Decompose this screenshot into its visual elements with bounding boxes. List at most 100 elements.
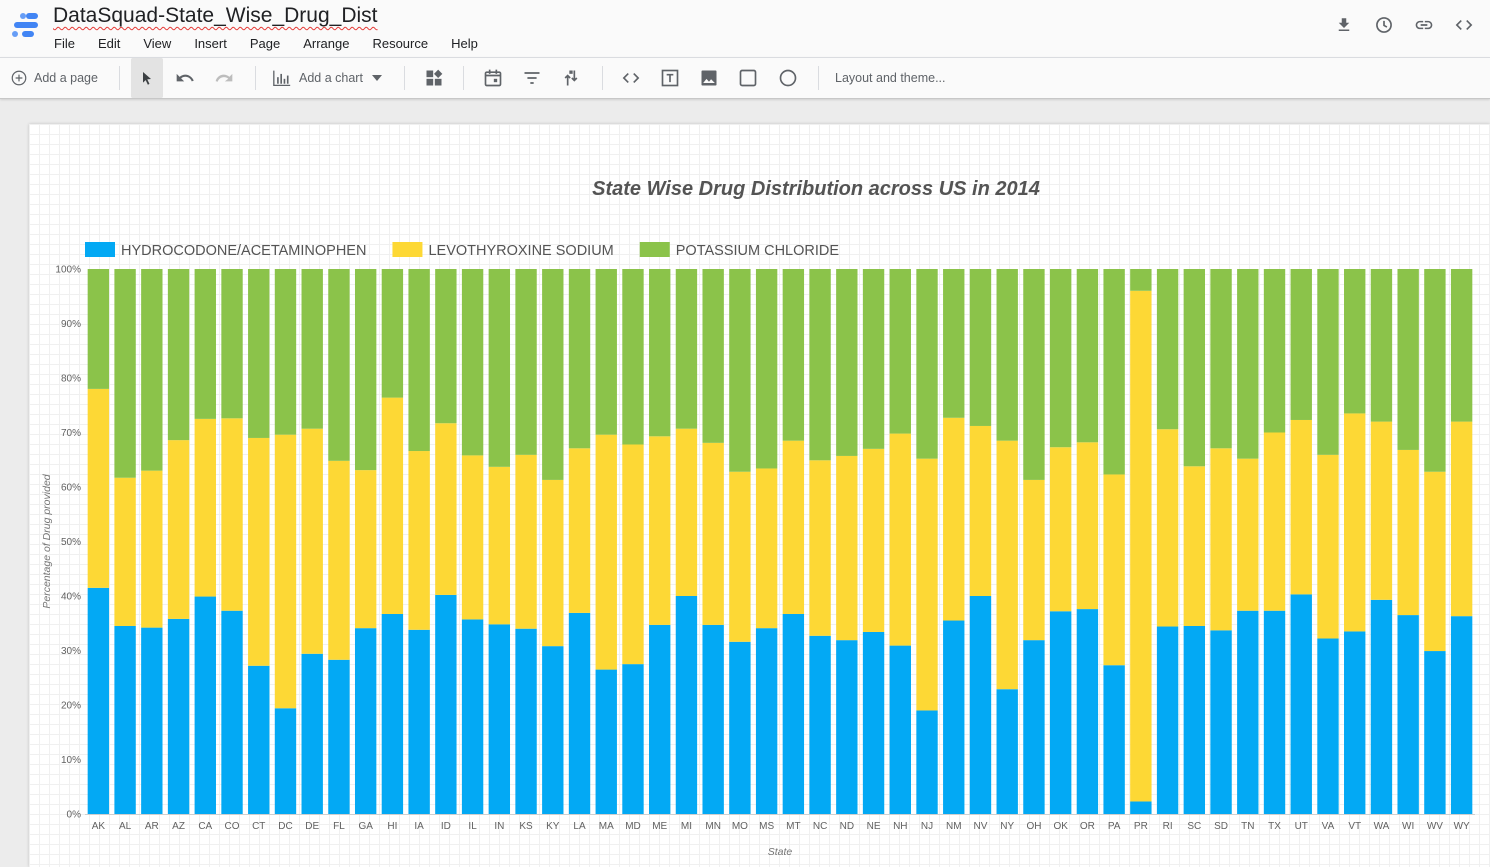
bar-segment[interactable] (916, 710, 938, 814)
bar-segment[interactable] (328, 460, 350, 660)
bar-segment[interactable] (301, 269, 323, 429)
bar-segment[interactable] (729, 269, 751, 472)
bar-segment[interactable] (1397, 615, 1419, 814)
url-embed-button[interactable] (617, 58, 645, 98)
bar-segment[interactable] (301, 653, 323, 814)
bar-segment[interactable] (408, 629, 430, 814)
bar-segment[interactable] (167, 269, 190, 441)
bar-segment[interactable] (488, 269, 511, 467)
bar-segment[interactable] (1263, 269, 1286, 433)
bar-segment[interactable] (836, 640, 858, 814)
bar-segment[interactable] (809, 460, 831, 636)
report-title[interactable]: DataSquad-State_Wise_Drug_Dist (53, 4, 378, 27)
select-tool-button[interactable] (131, 58, 163, 98)
bar-segment[interactable] (1370, 599, 1393, 814)
bar-segment[interactable] (1156, 269, 1179, 430)
menu-page[interactable]: Page (249, 36, 281, 51)
undo-button[interactable] (171, 58, 199, 98)
bar-segment[interactable] (221, 269, 243, 419)
bar-segment[interactable] (114, 477, 136, 626)
bar-segment[interactable] (1076, 269, 1099, 443)
bar-segment[interactable] (702, 269, 724, 443)
bar-segment[interactable] (1290, 594, 1312, 814)
bar-segment[interactable] (943, 417, 965, 621)
bar-segment[interactable] (969, 596, 992, 814)
bar-segment[interactable] (1076, 442, 1099, 610)
bar-segment[interactable] (248, 269, 270, 438)
download-icon[interactable] (1332, 13, 1356, 37)
menu-edit[interactable]: Edit (97, 36, 121, 51)
bar-segment[interactable] (782, 269, 805, 441)
bar-segment[interactable] (568, 612, 591, 814)
bar-segment[interactable] (782, 440, 805, 614)
bar-segment[interactable] (996, 440, 1018, 690)
bar-segment[interactable] (836, 455, 858, 641)
bar-segment[interactable] (461, 619, 484, 814)
bar-segment[interactable] (1183, 466, 1206, 626)
bar-segment[interactable] (1370, 269, 1393, 422)
bar-segment[interactable] (542, 646, 564, 814)
bar-segment[interactable] (782, 613, 805, 814)
bar-segment[interactable] (194, 418, 216, 597)
bar-segment[interactable] (274, 708, 297, 814)
bar-segment[interactable] (408, 269, 430, 452)
bar-segment[interactable] (943, 620, 965, 814)
redo-button[interactable] (210, 58, 238, 98)
bar-segment[interactable] (1397, 449, 1419, 616)
bar-segment[interactable] (836, 269, 858, 456)
bar-segment[interactable] (1049, 447, 1072, 612)
bar-segment[interactable] (1183, 625, 1206, 814)
bar-segment[interactable] (1023, 640, 1045, 814)
bar-segment[interactable] (1023, 269, 1045, 480)
menu-insert[interactable]: Insert (194, 36, 227, 51)
bar-segment[interactable] (1210, 448, 1232, 631)
bar-segment[interactable] (862, 631, 885, 814)
bar-segment[interactable] (1156, 626, 1179, 814)
add-chart-button[interactable]: Add a chart (272, 58, 390, 98)
bar-segment[interactable] (1450, 269, 1473, 422)
bar-segment[interactable] (755, 468, 778, 629)
bar-segment[interactable] (1156, 429, 1179, 627)
bar-segment[interactable] (248, 665, 270, 814)
bar-segment[interactable] (1290, 419, 1312, 595)
bar-segment[interactable] (194, 596, 216, 814)
bar-segment[interactable] (381, 397, 404, 614)
bar-segment[interactable] (675, 428, 698, 596)
bar-segment[interactable] (114, 269, 136, 478)
embed-icon[interactable] (1452, 13, 1476, 37)
bar-segment[interactable] (1263, 610, 1286, 814)
bar-segment[interactable] (1183, 269, 1206, 467)
bar-segment[interactable] (461, 455, 484, 620)
bar-segment[interactable] (755, 628, 778, 814)
bar-segment[interactable] (916, 458, 938, 711)
bar-segment[interactable] (889, 645, 911, 814)
bar-segment[interactable] (1103, 474, 1125, 666)
bar-segment[interactable] (87, 388, 110, 588)
bar-segment[interactable] (595, 269, 617, 435)
bar-segment[interactable] (1076, 609, 1099, 814)
bar-segment[interactable] (435, 269, 457, 424)
bar-segment[interactable] (461, 269, 484, 456)
bar-segment[interactable] (996, 689, 1018, 814)
bar-segment[interactable] (1103, 269, 1125, 475)
bar-segment[interactable] (1317, 454, 1339, 639)
bar-segment[interactable] (515, 628, 537, 814)
bar-segment[interactable] (1237, 458, 1259, 611)
layout-theme-button[interactable]: Layout and theme... (835, 58, 955, 98)
bar-segment[interactable] (649, 436, 671, 625)
bar-segment[interactable] (1344, 269, 1366, 414)
bar-segment[interactable] (301, 428, 323, 654)
bar-segment[interactable] (435, 594, 457, 814)
bar-segment[interactable] (622, 444, 644, 665)
bar-segment[interactable] (622, 269, 644, 445)
bar-segment[interactable] (1344, 631, 1366, 814)
bar-segment[interactable] (729, 471, 751, 642)
bar-segment[interactable] (141, 627, 163, 814)
bar-segment[interactable] (595, 434, 617, 670)
history-icon[interactable] (1372, 13, 1396, 37)
bar-segment[interactable] (274, 434, 297, 709)
bar-segment[interactable] (221, 418, 243, 611)
bar-segment[interactable] (435, 423, 457, 595)
bar-segment[interactable] (1023, 479, 1045, 641)
bar-segment[interactable] (969, 269, 992, 426)
